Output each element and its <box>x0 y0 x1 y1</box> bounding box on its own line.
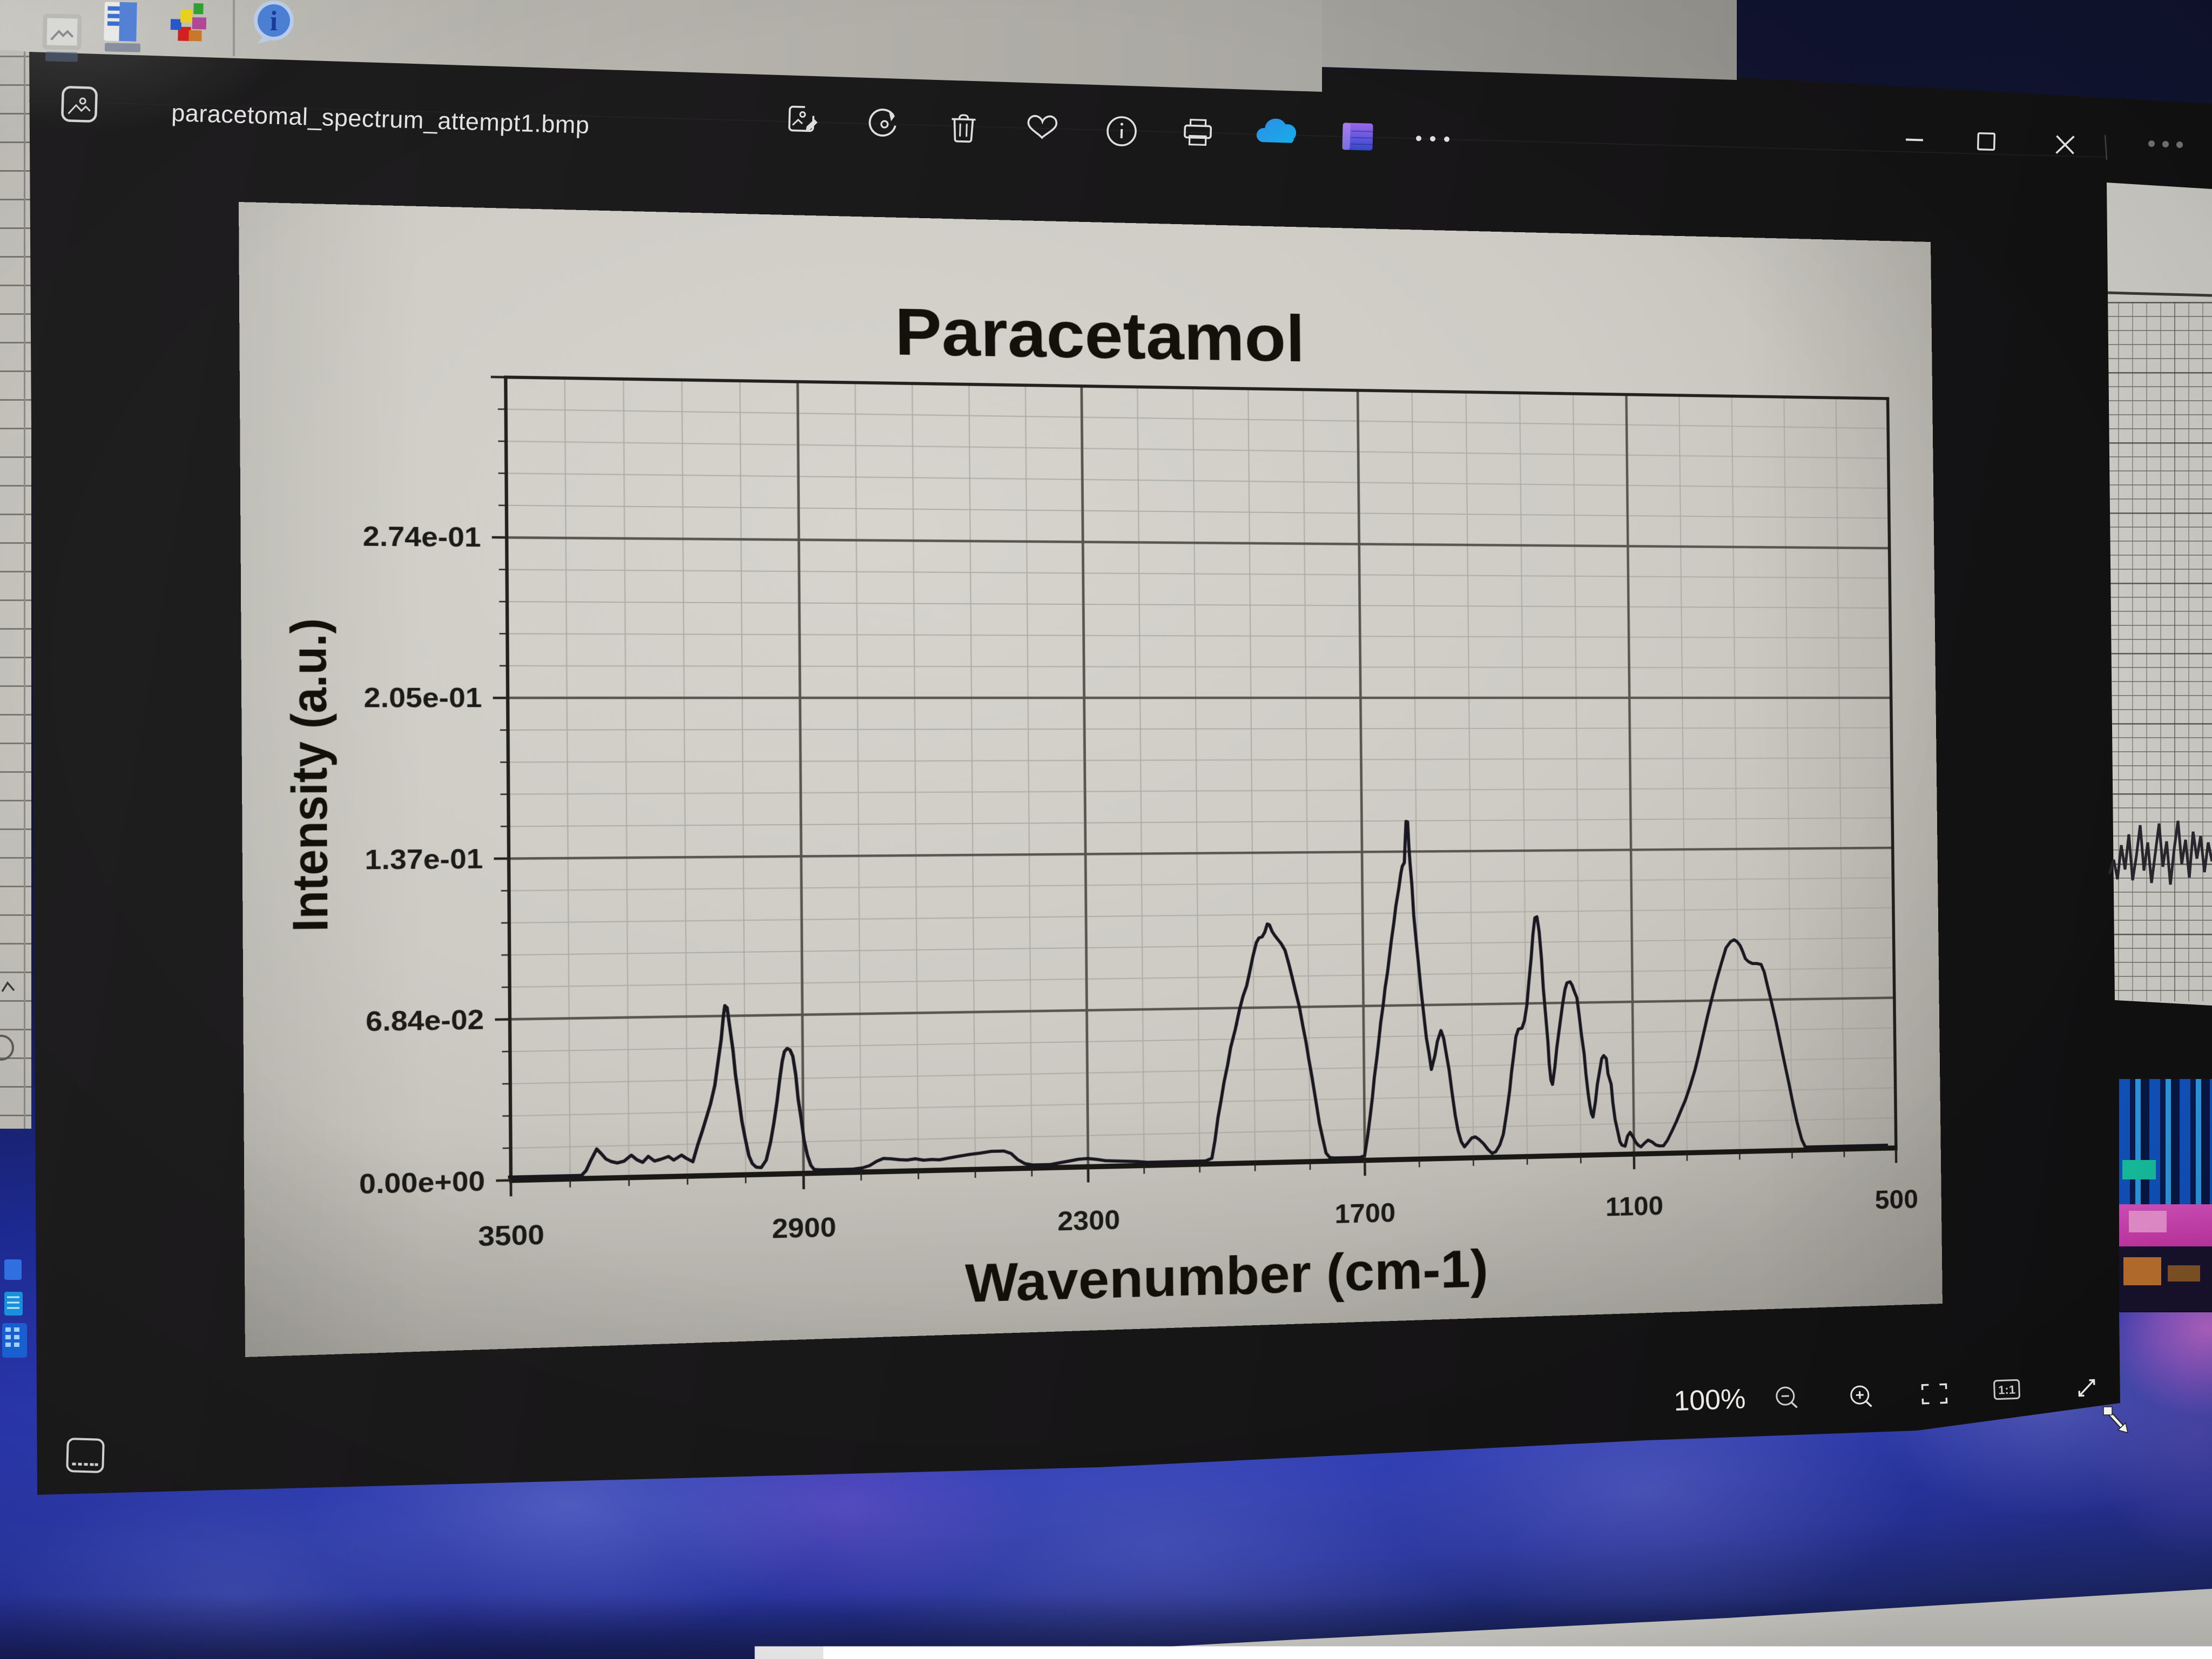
svg-text:1:1: 1:1 <box>1998 1382 2016 1397</box>
svg-text:100%: 100% <box>1673 1383 1746 1417</box>
svg-text:i: i <box>269 6 278 37</box>
svg-text:paracetomal_spectrum_attempt1.: paracetomal_spectrum_attempt1.bmp <box>171 99 590 139</box>
